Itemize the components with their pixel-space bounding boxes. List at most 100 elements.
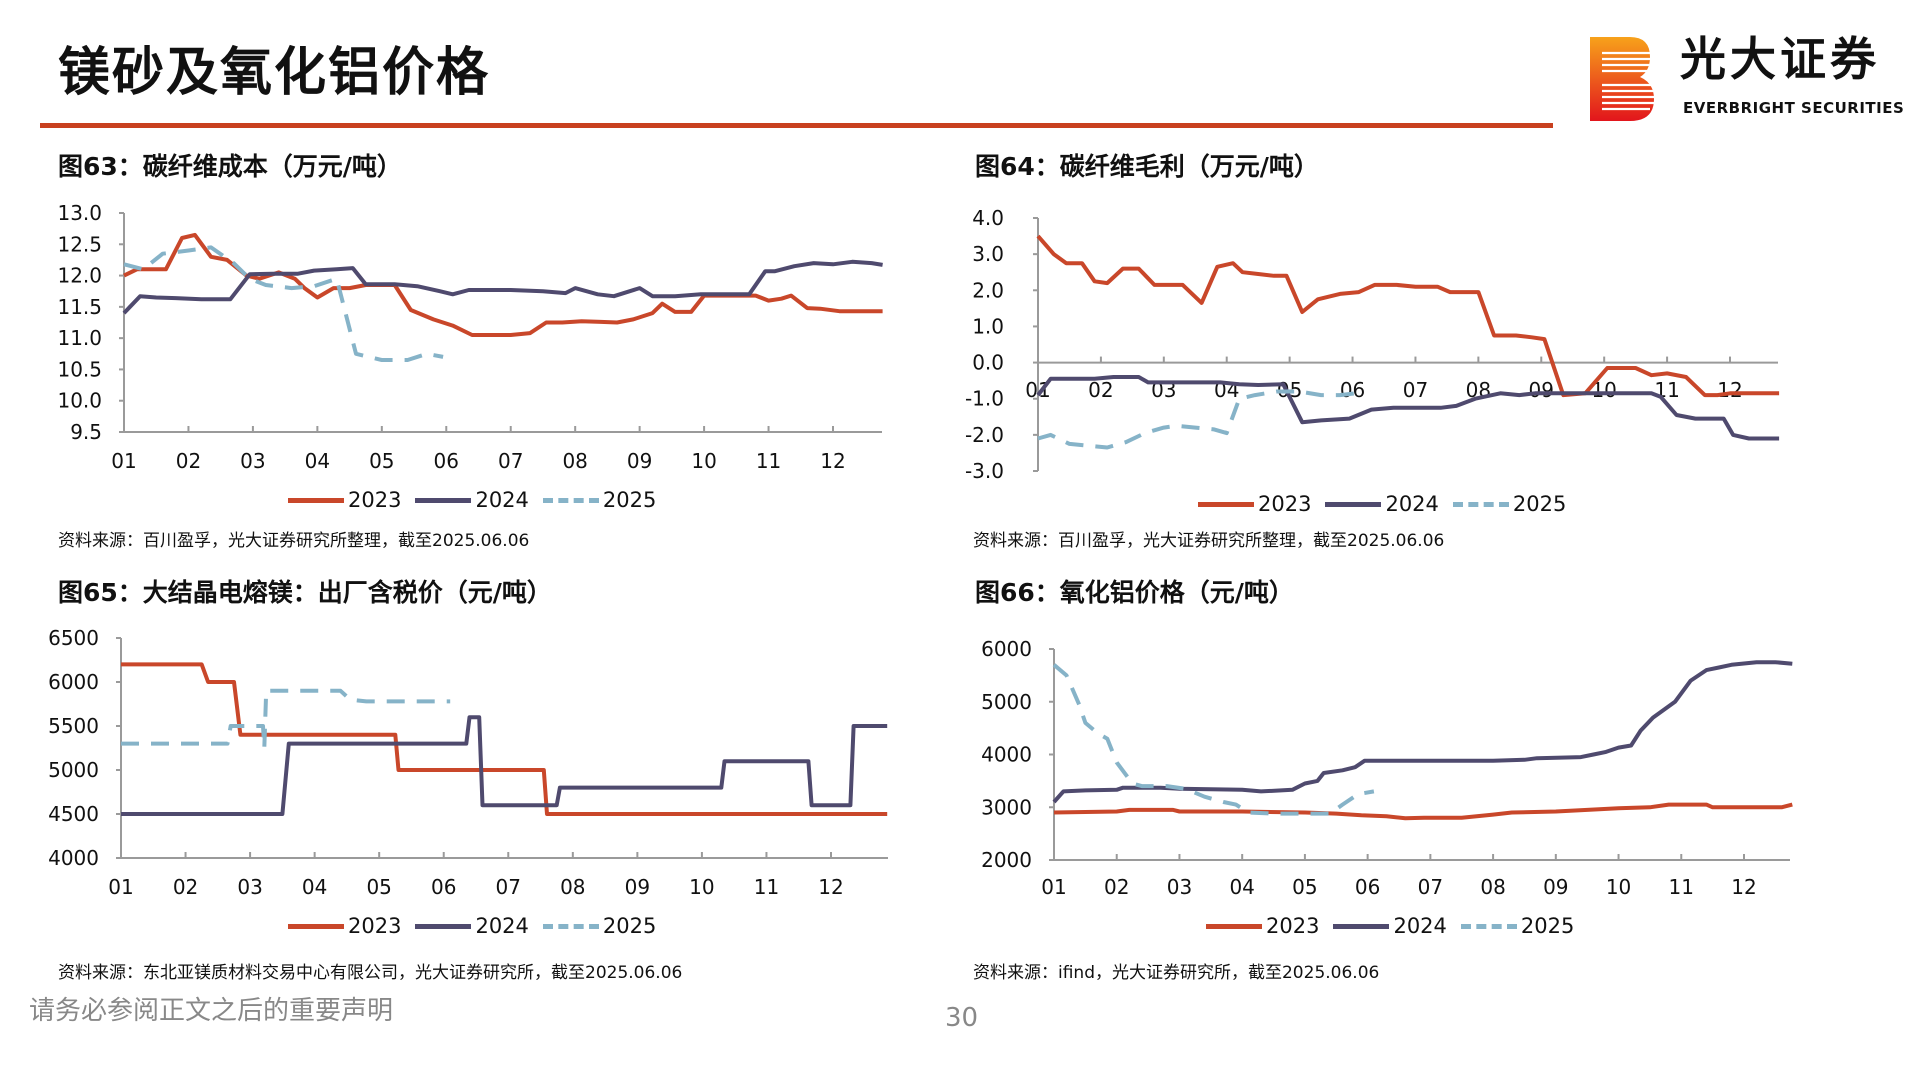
logo-text-en: EVERBRIGHT SECURITIES	[1683, 99, 1905, 117]
x-tick-label: 11	[1669, 875, 1694, 899]
y-tick-label: 4000	[981, 743, 1032, 767]
x-tick-label: 10	[691, 449, 716, 473]
legend-swatch	[415, 924, 472, 929]
legend-label: 2024	[1393, 914, 1447, 938]
legend-label: 2023	[348, 488, 402, 512]
y-tick-label: 4.0	[972, 206, 1004, 230]
x-tick-label: 09	[1543, 875, 1568, 899]
y-tick-label: 10.0	[57, 389, 102, 413]
y-tick-label: 2.0	[972, 278, 1004, 302]
legend-label: 2025	[602, 914, 657, 938]
x-tick-label: 05	[369, 449, 394, 473]
y-tick-label: 1.0	[972, 314, 1004, 338]
series-line-2025	[123, 245, 444, 362]
x-tick-label: 03	[240, 449, 265, 473]
chart-64-legend: 2023 2024 2025	[1198, 492, 1566, 517]
legend-item-2025: 2025	[1460, 914, 1574, 939]
series-line-2023	[123, 232, 883, 337]
legend-label: 2024	[1385, 492, 1439, 516]
series-line-2023	[121, 662, 888, 816]
series-line-2024	[1036, 375, 1780, 441]
series-line-2023	[1053, 802, 1793, 821]
x-tick-label: 06	[431, 875, 456, 899]
legend-label: 2023	[1258, 492, 1312, 516]
x-tick-label: 05	[1292, 875, 1317, 899]
x-tick-label: 09	[1529, 378, 1554, 402]
x-tick-label: 07	[498, 449, 523, 473]
y-tick-label: 0.0	[972, 351, 1004, 375]
chart-66-source: 资料来源：ifind，光大证券研究所，截至2025.06.06	[973, 963, 1380, 983]
x-tick-label: 06	[1340, 378, 1365, 402]
chart-64-title: 图64：碳纤维毛利（万元/吨）	[975, 152, 1319, 181]
legend-item-2023: 2023	[1198, 492, 1311, 517]
y-tick-label: 11.5	[57, 295, 102, 319]
page-number: 30	[945, 1003, 979, 1033]
series-line-2025	[1037, 389, 1356, 450]
chart-63-source: 资料来源：百川盈孚，光大证券研究所整理，截至2025.06.06	[58, 531, 530, 551]
chart-66-legend: 2023 2024 2025	[1206, 914, 1574, 939]
y-tick-label: 13.0	[57, 201, 102, 225]
y-tick-label: 5500	[48, 714, 99, 738]
y-tick-label: 3000	[981, 795, 1032, 819]
legend-label: 2023	[1266, 914, 1320, 938]
y-tick-label: -3.0	[965, 459, 1004, 483]
y-tick-label: 6000	[981, 637, 1032, 661]
legend-swatch	[1198, 502, 1254, 507]
disclaimer-note: 请务必参阅正文之后的重要声明	[29, 996, 394, 1026]
x-tick-label: 11	[754, 875, 779, 899]
x-tick-label: 08	[1480, 875, 1505, 899]
x-tick-label: 02	[1104, 875, 1129, 899]
y-tick-label: 6000	[48, 670, 99, 694]
legend-swatch	[288, 498, 344, 503]
x-tick-label: 11	[756, 449, 781, 473]
x-tick-label: 07	[496, 875, 521, 899]
x-tick-label: 04	[302, 875, 327, 899]
y-tick-label: 12.5	[57, 232, 102, 256]
legend-swatch	[415, 498, 472, 503]
y-tick-label: 10.5	[57, 357, 102, 381]
legend-swatch	[288, 924, 344, 929]
legend-swatch	[1206, 924, 1262, 929]
legend-swatch	[1333, 924, 1390, 929]
x-tick-label: 05	[366, 875, 391, 899]
x-tick-label: 06	[434, 449, 459, 473]
y-tick-label: -2.0	[965, 423, 1004, 447]
x-tick-label: 03	[237, 875, 262, 899]
x-tick-label: 12	[820, 449, 845, 473]
legend-label: 2025	[602, 488, 657, 512]
x-tick-label: 02	[173, 875, 198, 899]
chart-65-source: 资料来源：东北亚镁质材料交易中心有限公司，光大证券研究所，截至2025.06.0…	[58, 963, 683, 983]
x-tick-label: 01	[111, 449, 136, 473]
x-tick-label: 10	[689, 875, 714, 899]
series-line-2023	[1036, 234, 1780, 398]
legend-item-2025: 2025	[542, 488, 657, 513]
legend-swatch	[1325, 502, 1382, 507]
series-line-2024	[122, 259, 883, 315]
legend-item-2024: 2024	[415, 488, 529, 513]
legend-label: 2023	[348, 914, 402, 938]
title-divider	[40, 123, 1553, 128]
x-tick-label: 08	[560, 875, 585, 899]
x-tick-label: 02	[1088, 378, 1113, 402]
series-line-2025	[1052, 663, 1375, 816]
legend-label: 2024	[475, 914, 529, 938]
y-tick-label: 4500	[48, 802, 99, 826]
x-tick-label: 07	[1403, 378, 1428, 402]
legend-swatch	[542, 924, 599, 929]
legend-item-2024: 2024	[415, 914, 529, 939]
y-tick-label: 3.0	[972, 242, 1004, 266]
x-tick-label: 10	[1606, 875, 1631, 899]
x-tick-label: 04	[305, 449, 330, 473]
y-tick-label: 2000	[981, 848, 1032, 872]
chart-65-title: 图65：大结晶电熔镁：出厂含税价（元/吨）	[58, 578, 552, 607]
chart-63-title: 图63：碳纤维成本（万元/吨）	[58, 152, 402, 181]
y-tick-label: 5000	[48, 758, 99, 782]
x-tick-label: 04	[1229, 875, 1254, 899]
y-tick-label: -1.0	[965, 387, 1004, 411]
x-tick-label: 01	[108, 875, 133, 899]
legend-swatch	[542, 498, 599, 503]
y-tick-label: 9.5	[70, 420, 102, 444]
x-tick-label: 12	[1717, 378, 1742, 402]
y-tick-label: 4000	[48, 846, 99, 870]
